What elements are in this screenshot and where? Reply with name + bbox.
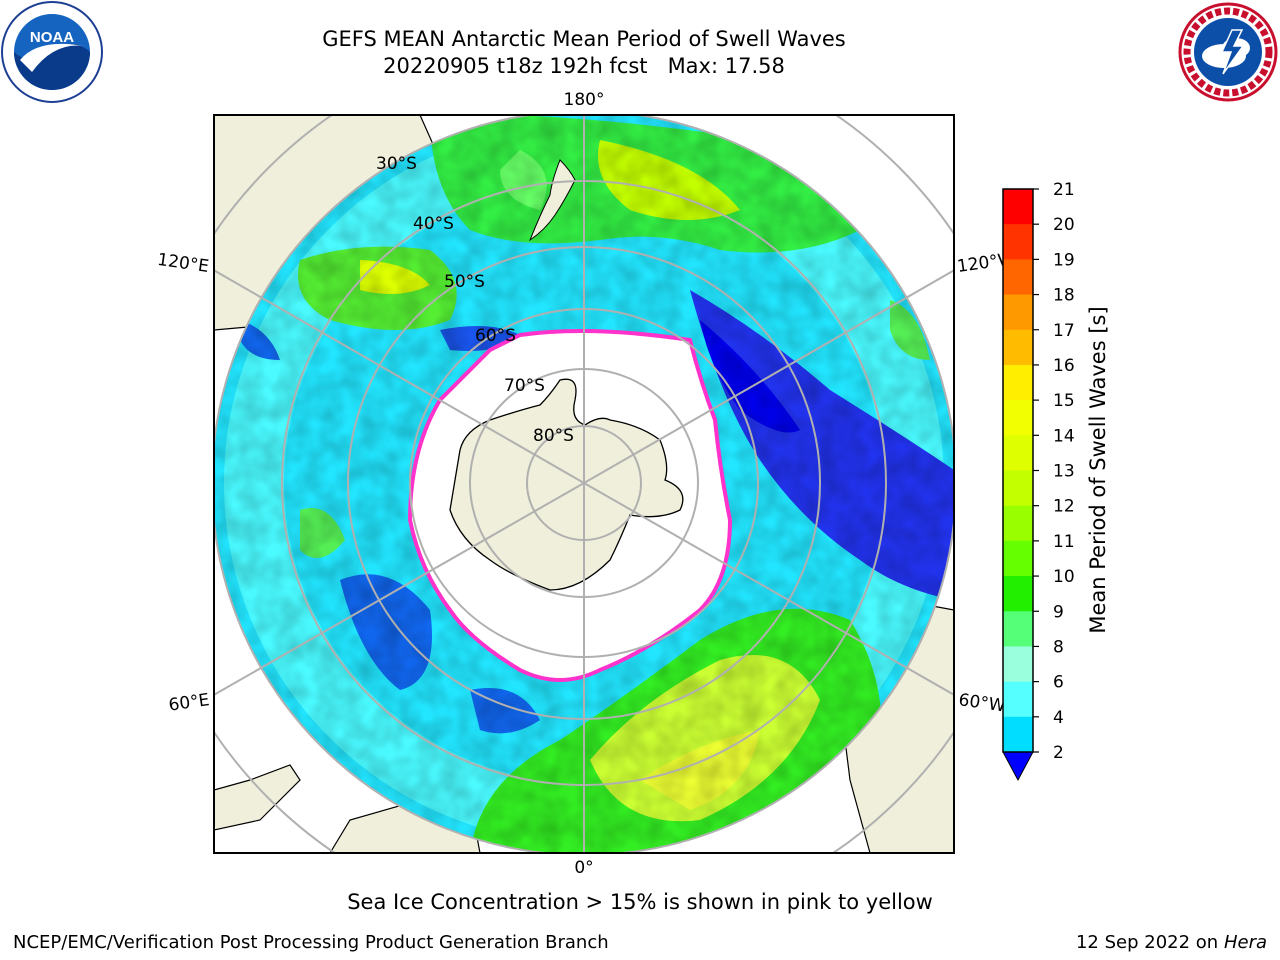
antarctica-land (449, 378, 684, 591)
colorbar-bin (1003, 224, 1033, 260)
colorbar-bin (1003, 294, 1033, 331)
colorbar-bin (1003, 576, 1033, 612)
colorbar-tick-label: 4 (1053, 708, 1064, 728)
lat-label-50s: 50°S (444, 272, 485, 292)
colorbar-bin (1003, 329, 1033, 366)
colorbar-bin (1003, 259, 1033, 296)
colorbar-tick-label: 13 (1053, 462, 1075, 482)
nws-logo-icon (1178, 2, 1278, 102)
colorbar-tick-label: 17 (1053, 321, 1075, 341)
colorbar-tick-label: 14 (1053, 426, 1075, 446)
colorbar-bin (1003, 611, 1033, 647)
colorbar-bin (1003, 364, 1033, 401)
lon-label-0: 0° (574, 858, 593, 878)
colorbar-bin (1003, 540, 1033, 577)
colorbar-tick-label: 20 (1053, 215, 1075, 235)
footer-credit: NCEP/EMC/Verification Post Processing Pr… (13, 932, 609, 953)
colorbar-bin (1003, 400, 1033, 436)
colorbar-bin (1003, 470, 1033, 507)
colorbar-bin (1003, 435, 1033, 471)
map-title: GEFS MEAN Antarctic Mean Period of Swell… (322, 27, 846, 51)
map-subtitle: 20220905 t18z 192h fcst Max: 17.58 (383, 54, 785, 78)
colorbar-min-extend (1002, 751, 1034, 782)
lat-label-40s: 40°S (413, 214, 454, 234)
colorbar-bin (1003, 646, 1033, 683)
footer-date-text: 12 Sep 2022 on (1075, 932, 1219, 953)
footer-machine: Hera (1223, 932, 1267, 953)
colorbar-tick-label: 8 (1053, 637, 1064, 657)
colorbar-tick-label: 18 (1053, 286, 1075, 306)
colorbar-tick-label: 16 (1053, 356, 1075, 376)
footer-date: 12 Sep 2022 on Hera (1076, 932, 1267, 953)
lat-label-70s: 70°S (504, 376, 545, 396)
colorbar-title: Mean Period of Swell Waves [s] (1086, 306, 1110, 634)
sea-ice-note: Sea Ice Concentration > 15% is shown in … (347, 890, 933, 914)
graticule (214, 115, 954, 853)
new-zealand-land (528, 159, 576, 242)
noaa-logo-text: NOAA (30, 29, 74, 46)
colorbar-tick-label: 11 (1053, 532, 1075, 552)
lat-label-80s: 80°S (533, 426, 574, 446)
map-frame (213, 114, 955, 854)
colorbar-bin (1003, 189, 1033, 225)
colorbar-tick-label: 6 (1053, 673, 1064, 693)
lon-label-180: 180° (564, 90, 605, 110)
colorbar-tick-label: 21 (1053, 180, 1075, 200)
colorbar-tick-label: 2 (1053, 743, 1064, 763)
colorbar-tick-label: 10 (1053, 567, 1075, 587)
colorbar-tick-label: 12 (1053, 497, 1075, 517)
colorbar-bin (1003, 505, 1033, 542)
colorbar-bin (1003, 716, 1033, 753)
colorbar-tick-label: 15 (1053, 391, 1075, 411)
lat-label-30s: 30°S (376, 154, 417, 174)
colorbar-tick-label: 19 (1053, 250, 1075, 270)
lat-label-60s: 60°S (475, 326, 516, 346)
colorbar-tick-label: 9 (1053, 602, 1064, 622)
noaa-logo-icon: NOAA (1, 1, 103, 103)
colorbar-bin (1003, 681, 1033, 718)
